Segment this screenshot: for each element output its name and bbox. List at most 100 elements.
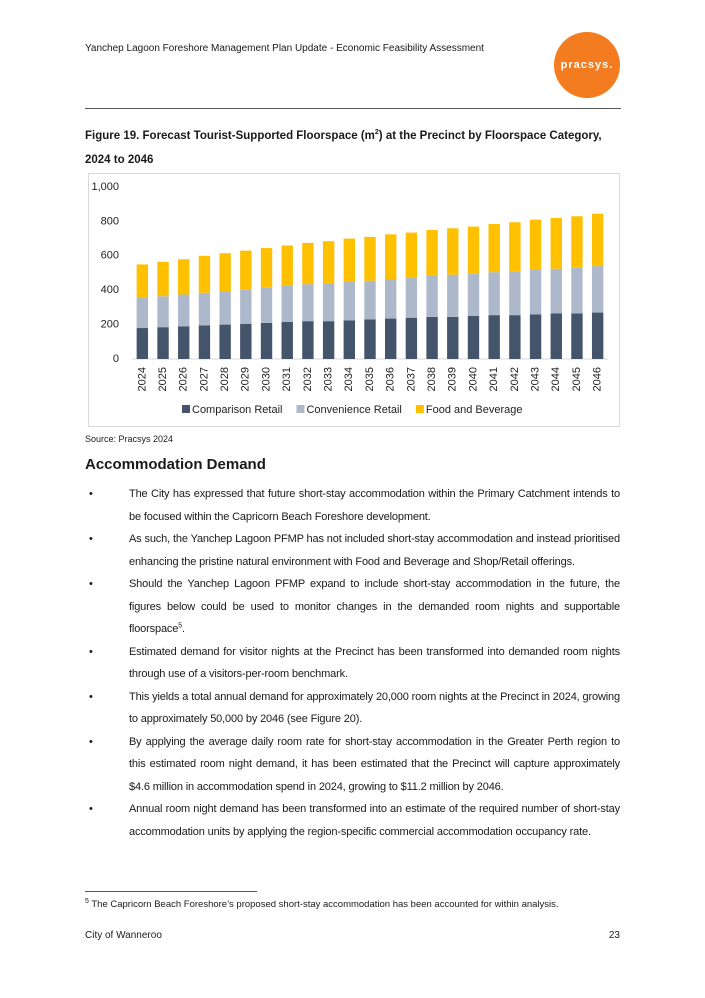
- footnote-rule: [85, 891, 257, 892]
- x-tick-label: 2029: [240, 367, 252, 391]
- x-tick-label: 2026: [178, 367, 190, 391]
- bullet-item: Estimated demand for visitor nights at t…: [85, 641, 620, 686]
- bar-segment: [219, 253, 231, 292]
- footnote-text: The Capricorn Beach Foreshore’s proposed…: [91, 899, 559, 910]
- bar-segment: [426, 230, 438, 276]
- bar-segment: [529, 269, 542, 315]
- bar-segment: [343, 238, 355, 282]
- bullet-item: As such, the Yanchep Lagoon PFMP has not…: [85, 528, 620, 573]
- bar-segment: [322, 241, 335, 284]
- x-tick-label: 2045: [571, 367, 583, 391]
- bar-segment: [178, 259, 190, 295]
- bar-segment: [467, 273, 480, 316]
- bar-segment: [571, 313, 583, 359]
- bar-segment: [240, 250, 252, 290]
- bullet-item: By applying the average daily room rate …: [85, 731, 620, 799]
- bar-segment: [591, 213, 604, 267]
- bar-segment: [302, 321, 314, 359]
- header-rule: [85, 108, 621, 109]
- bar-segment: [198, 325, 211, 359]
- caption-text: Figure 19. Forecast Tourist-Supported Fl…: [85, 130, 375, 142]
- x-tick-label: 2030: [260, 367, 272, 391]
- footnote-ref: 5: [178, 622, 183, 630]
- x-tick-label: 2034: [343, 367, 355, 391]
- bar-segment: [426, 275, 438, 317]
- bar-segment: [157, 296, 169, 328]
- bar-segment: [591, 266, 604, 313]
- bar-segment: [488, 315, 500, 359]
- y-tick-label: 200: [101, 319, 119, 331]
- bar-segment: [198, 255, 211, 293]
- legend-swatch: [182, 405, 190, 413]
- bar-segment: [178, 326, 190, 359]
- y-tick-label: 1,000: [91, 181, 119, 193]
- bar-segment: [529, 219, 542, 270]
- bullet-item: This yields a total annual demand for ap…: [85, 686, 620, 731]
- x-tick-label: 2032: [302, 367, 314, 391]
- bar-segment: [488, 223, 500, 273]
- bar-segment: [385, 318, 397, 359]
- x-tick-label: 2038: [426, 367, 438, 391]
- bar-segment: [136, 297, 149, 329]
- x-tick-label: 2042: [509, 367, 521, 391]
- figure-caption: Figure 19. Forecast Tourist-Supported Fl…: [85, 124, 621, 172]
- y-tick-label: 0: [113, 353, 119, 365]
- legend-label: Comparison Retail: [192, 404, 282, 416]
- bar-segment: [322, 321, 335, 359]
- bar-segment: [447, 274, 459, 317]
- bar-segment: [260, 322, 273, 359]
- bullet-item: Should the Yanchep Lagoon PFMP expand to…: [85, 573, 620, 641]
- caption-superscript: 2: [374, 129, 379, 137]
- header-title: Yanchep Lagoon Foreshore Management Plan…: [85, 43, 484, 54]
- footer-left: City of Wanneroo: [85, 930, 162, 941]
- caption-text: ) at the Precinct by Floorspace Category…: [85, 130, 602, 166]
- page-number: 23: [608, 930, 620, 941]
- bar-segment: [405, 317, 418, 359]
- x-tick-label: 2041: [488, 367, 500, 391]
- bar-segment: [281, 322, 293, 359]
- bar-segment: [550, 268, 562, 314]
- y-tick-label: 400: [101, 284, 119, 296]
- x-tick-label: 2024: [136, 367, 148, 391]
- x-tick-label: 2036: [385, 367, 397, 391]
- bullet-text: Annual room night demand has been transf…: [129, 803, 620, 838]
- x-tick-label: 2039: [447, 367, 459, 391]
- logo: pracsys.: [554, 32, 620, 98]
- legend-swatch: [296, 405, 305, 413]
- chart: 0 200 400 600 800 1,000 2024 2025 2026 2027 2028 20…: [88, 173, 620, 427]
- bar-segment: [571, 267, 583, 314]
- bar-segment: [198, 292, 211, 326]
- y-tick-label: 800: [101, 215, 119, 227]
- source: Source: Pracsys 2024: [85, 434, 174, 444]
- bullet-text: Should the Yanchep Lagoon PFMP expand to…: [129, 578, 620, 635]
- x-tick-label: 2046: [592, 367, 604, 391]
- x-tick-label: 2044: [550, 367, 562, 391]
- bar-segment: [405, 277, 418, 318]
- bar-segment: [343, 281, 355, 321]
- bullet-text: This yields a total annual demand for ap…: [129, 690, 620, 726]
- bar-segment: [157, 261, 169, 297]
- bar-segment: [157, 327, 169, 359]
- bar-segment: [281, 245, 293, 286]
- bullet-text: The City has expressed that future short…: [129, 488, 620, 523]
- bar-segment: [260, 287, 273, 323]
- bar-segment: [219, 324, 231, 359]
- bar-segment: [509, 222, 521, 272]
- x-tick-label: 2035: [364, 367, 376, 391]
- bar-segment: [260, 248, 273, 288]
- bar-segment: [240, 289, 252, 324]
- bar-segment: [550, 217, 562, 269]
- x-tick-label: 2031: [281, 367, 293, 391]
- x-tick-label: 2037: [405, 367, 417, 391]
- x-tick-label: 2028: [219, 367, 231, 391]
- bar-segment: [302, 242, 314, 285]
- bar-segment: [240, 323, 252, 359]
- bar-segment: [550, 313, 562, 359]
- bar-segment: [385, 279, 397, 319]
- bar-segment: [571, 216, 583, 268]
- bar-segment: [302, 284, 314, 322]
- bar-segment: [591, 312, 604, 359]
- bar-segment: [447, 228, 459, 275]
- bar-segment: [281, 285, 293, 323]
- bar-segment: [364, 319, 376, 359]
